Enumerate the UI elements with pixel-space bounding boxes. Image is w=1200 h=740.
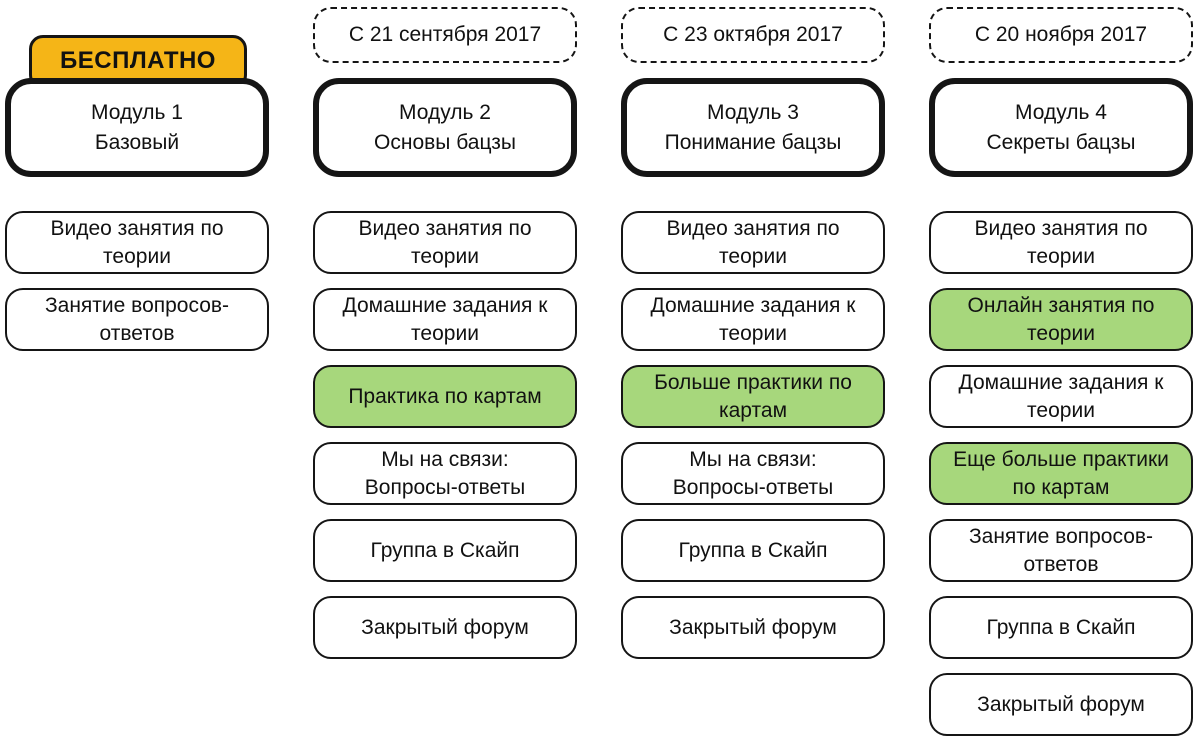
start-date-box: С 20 ноября 2017 [929, 7, 1193, 63]
module-3-header: Модуль 3 Понимание бацзы [621, 78, 885, 177]
column-module-3: С 23 октября 2017 Модуль 3 Понимание бац… [621, 7, 885, 740]
start-date-box: С 23 октября 2017 [621, 7, 885, 63]
module-4-title: Модуль 4 [1015, 100, 1107, 124]
module-4-items: Видео занятия по теории Онлайн занятия п… [929, 211, 1193, 736]
feature-item: Видео занятия по теории [5, 211, 269, 274]
module-3-items: Видео занятия по теории Домашние задания… [621, 211, 885, 659]
feature-item-highlighted: Практика по картам [313, 365, 577, 428]
feature-item: Домашние задания к теории [313, 288, 577, 351]
feature-item-label: Домашние задания к теории [650, 294, 856, 345]
feature-item: Мы на связи: Вопросы-ответы [313, 442, 577, 505]
module-4-subtitle: Секреты бацзы [986, 130, 1136, 154]
feature-item: Закрытый форум [929, 673, 1193, 736]
feature-item-label: Занятие вопросов- ответов [44, 294, 230, 345]
column-module-1: БЕСПЛАТНО Модуль 1 Базовый Видео занятия… [5, 7, 269, 740]
feature-item-label: Домашние задания к теории [342, 294, 548, 345]
feature-item-highlighted: Еще больше практики по картам [929, 442, 1193, 505]
feature-item-highlighted: Больше практики по картам [621, 365, 885, 428]
feature-item-label: Еще больше практики по картам [953, 448, 1169, 499]
column-module-2: С 21 сентября 2017 Модуль 2 Основы бацзы… [313, 7, 577, 740]
date-slot: С 21 сентября 2017 [313, 7, 577, 63]
module-1-header: Модуль 1 Базовый [5, 78, 269, 177]
feature-item-label: Видео занятия по теории [974, 217, 1148, 268]
start-date-label: С 23 октября 2017 [663, 23, 843, 46]
feature-item-label: Видео занятия по теории [50, 217, 224, 268]
feature-item-label: Занятие вопросов- ответов [968, 525, 1154, 576]
feature-item: Группа в Скайп [621, 519, 885, 582]
module-2-items: Видео занятия по теории Домашние задания… [313, 211, 577, 659]
feature-item: Видео занятия по теории [929, 211, 1193, 274]
feature-item-label: Группа в Скайп [986, 615, 1136, 639]
feature-item-highlighted: Онлайн занятия по теории [929, 288, 1193, 351]
feature-item-label: Закрытый форум [669, 615, 837, 639]
feature-item: Занятие вопросов- ответов [5, 288, 269, 351]
feature-item: Видео занятия по теории [621, 211, 885, 274]
feature-item: Занятие вопросов- ответов [929, 519, 1193, 582]
module-1-title: Модуль 1 [91, 100, 183, 124]
date-slot: С 20 ноября 2017 [929, 7, 1193, 63]
free-badge-label: БЕСПЛАТНО [60, 47, 216, 74]
module-2-header: Модуль 2 Основы бацзы [313, 78, 577, 177]
module-1-subtitle: Базовый [94, 130, 180, 154]
feature-item: Закрытый форум [621, 596, 885, 659]
date-slot: С 23 октября 2017 [621, 7, 885, 63]
module-2-title: Модуль 2 [399, 100, 491, 124]
feature-item-label: Группа в Скайп [678, 538, 828, 562]
feature-item: Группа в Скайп [313, 519, 577, 582]
feature-item-label: Закрытый форум [361, 615, 529, 639]
start-date-label: С 21 сентября 2017 [348, 23, 542, 46]
feature-item: Видео занятия по теории [313, 211, 577, 274]
badge-slot: БЕСПЛАТНО [5, 7, 269, 89]
feature-item: Группа в Скайп [929, 596, 1193, 659]
feature-item-label: Видео занятия по теории [666, 217, 840, 268]
module-3-title: Модуль 3 [707, 100, 799, 124]
feature-item-label: Онлайн занятия по теории [967, 294, 1155, 345]
feature-item-label: Группа в Скайп [370, 538, 520, 562]
feature-item-label: Больше практики по картам [654, 371, 852, 422]
module-3-subtitle: Понимание бацзы [664, 130, 842, 154]
feature-item-label: Домашние задания к теории [958, 371, 1164, 422]
feature-item: Домашние задания к теории [929, 365, 1193, 428]
module-1-items: Видео занятия по теории Занятие вопросов… [5, 211, 269, 351]
feature-item-label: Практика по картам [348, 384, 542, 408]
feature-item: Закрытый форум [313, 596, 577, 659]
start-date-box: С 21 сентября 2017 [313, 7, 577, 63]
start-date-label: С 20 ноября 2017 [974, 23, 1148, 46]
column-module-4: С 20 ноября 2017 Модуль 4 Секреты бацзы … [929, 7, 1193, 740]
module-4-header: Модуль 4 Секреты бацзы [929, 78, 1193, 177]
feature-item: Домашние задания к теории [621, 288, 885, 351]
feature-item-label: Видео занятия по теории [358, 217, 532, 268]
feature-item-label: Закрытый форум [977, 692, 1145, 716]
feature-item: Мы на связи: Вопросы-ответы [621, 442, 885, 505]
feature-item-label: Мы на связи: Вопросы-ответы [364, 448, 526, 499]
feature-item-label: Мы на связи: Вопросы-ответы [672, 448, 834, 499]
module-2-subtitle: Основы бацзы [374, 130, 516, 154]
